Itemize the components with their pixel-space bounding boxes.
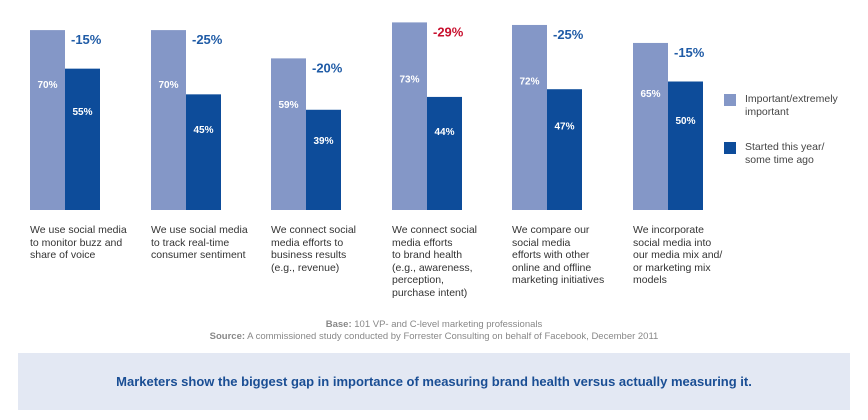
bar-value-started-monitor-buzz: 55% bbox=[72, 107, 92, 118]
bar-value-started-media-mix: 50% bbox=[675, 116, 695, 127]
gap-label-compare-efforts: -25% bbox=[553, 27, 584, 42]
bar-important-business-results bbox=[271, 58, 306, 211]
legend-item-started: Started this year/some time ago bbox=[724, 141, 855, 167]
category-label-brand-health: We connect social media efforts to brand h… bbox=[392, 224, 502, 300]
category-label-line: We use social media bbox=[30, 224, 127, 236]
base-note: Base: 101 VP- and C-level marketing prof… bbox=[325, 319, 543, 330]
category-label-media-mix: We incorporate social media into our media… bbox=[633, 224, 743, 287]
legend-label-started: Started this year/some time ago bbox=[745, 141, 825, 166]
category-label-line: efforts with other bbox=[512, 249, 590, 262]
gap-label-monitor-buzz: -15% bbox=[71, 32, 102, 47]
bar-important-media-mix bbox=[633, 42, 668, 211]
conclusion-banner: Marketers show the biggest gap in import… bbox=[18, 353, 850, 410]
conclusion-text: Marketers show the biggest gap in import… bbox=[116, 374, 752, 389]
gap-label-business-results: -20% bbox=[312, 60, 343, 75]
bar-started-track-sentiment bbox=[186, 94, 221, 210]
category-label-line: media efforts bbox=[392, 236, 453, 249]
bar-value-important-track-sentiment: 70% bbox=[158, 80, 178, 91]
category-label-line: perception, bbox=[392, 274, 444, 287]
bar-value-important-brand-health: 73% bbox=[399, 75, 419, 86]
category-label-line: (e.g., awareness, bbox=[392, 261, 473, 274]
legend-item-important: Important/extremely important bbox=[724, 93, 855, 119]
category-label-line: consumer sentiment bbox=[151, 249, 246, 262]
bar-started-compare-efforts bbox=[547, 89, 582, 210]
category-label-line: social media bbox=[512, 236, 571, 249]
bar-started-media-mix bbox=[668, 81, 703, 210]
category-label-line: purchase intent) bbox=[392, 286, 468, 299]
category-label-line: or marketing mix bbox=[633, 261, 711, 274]
bar-value-important-monitor-buzz: 70% bbox=[37, 80, 57, 91]
legend-swatch-started bbox=[724, 142, 736, 154]
category-label-line: (e.g., revenue) bbox=[271, 261, 340, 274]
category-label-line: We use social media bbox=[151, 224, 248, 236]
category-label-line: online and offline bbox=[512, 261, 592, 274]
bar-value-started-track-sentiment: 45% bbox=[193, 125, 213, 136]
category-label-business-results: We connect social media efforts to busines… bbox=[271, 224, 381, 274]
bar-value-important-business-results: 59% bbox=[278, 100, 298, 111]
category-label-line: We incorporate bbox=[633, 224, 705, 236]
gap-label-media-mix: -15% bbox=[674, 45, 705, 60]
bar-chart: 70% 55% -15% 70% 45% -25% 59% 39% -20% 73% 44% -29%… bbox=[30, 22, 705, 211]
bar-started-brand-health bbox=[427, 96, 462, 210]
bar-important-brand-health bbox=[392, 22, 427, 210]
category-label-line: business results bbox=[271, 249, 347, 262]
bar-important-compare-efforts bbox=[512, 24, 547, 211]
bar-started-business-results bbox=[306, 109, 341, 210]
category-label-line: our media mix and/ bbox=[633, 249, 723, 262]
bar-value-started-business-results: 39% bbox=[313, 136, 333, 147]
legend-label-important: Important/extremely important bbox=[745, 93, 838, 118]
source-note: Source: A commissioned study conducted b… bbox=[209, 331, 659, 342]
category-label-line: marketing initiatives bbox=[512, 274, 605, 287]
category-label-line: models bbox=[633, 274, 667, 287]
bar-value-started-compare-efforts: 47% bbox=[554, 121, 574, 132]
category-label-line: We compare our bbox=[512, 224, 590, 236]
category-label-line: We connect social bbox=[392, 224, 478, 236]
category-label-line: to monitor buzz and bbox=[30, 236, 123, 249]
bar-value-important-media-mix: 65% bbox=[640, 89, 660, 100]
legend-swatch-important bbox=[724, 94, 736, 106]
category-label-line: share of voice bbox=[30, 249, 96, 262]
category-label-compare-efforts: We compare our social media efforts with o… bbox=[512, 224, 622, 287]
bar-started-monitor-buzz bbox=[65, 68, 100, 211]
bar-important-track-sentiment bbox=[151, 30, 186, 210]
bar-important-monitor-buzz bbox=[30, 30, 65, 210]
category-label-monitor-buzz: We use social media to monitor buzz and sh… bbox=[30, 224, 140, 262]
category-label-line: We connect social bbox=[271, 224, 357, 236]
category-label-line: to brand health bbox=[392, 249, 463, 262]
category-label-track-sentiment: We use social media to track real-time con… bbox=[151, 224, 261, 262]
gap-label-track-sentiment: -25% bbox=[192, 32, 223, 47]
gap-label-brand-health: -29% bbox=[433, 24, 464, 39]
bar-value-started-brand-health: 44% bbox=[434, 127, 454, 138]
category-label-line: to track real-time bbox=[151, 236, 230, 249]
category-label-line: media efforts to bbox=[271, 236, 344, 249]
bar-value-important-compare-efforts: 72% bbox=[519, 76, 539, 87]
category-label-line: social media into bbox=[633, 236, 712, 249]
